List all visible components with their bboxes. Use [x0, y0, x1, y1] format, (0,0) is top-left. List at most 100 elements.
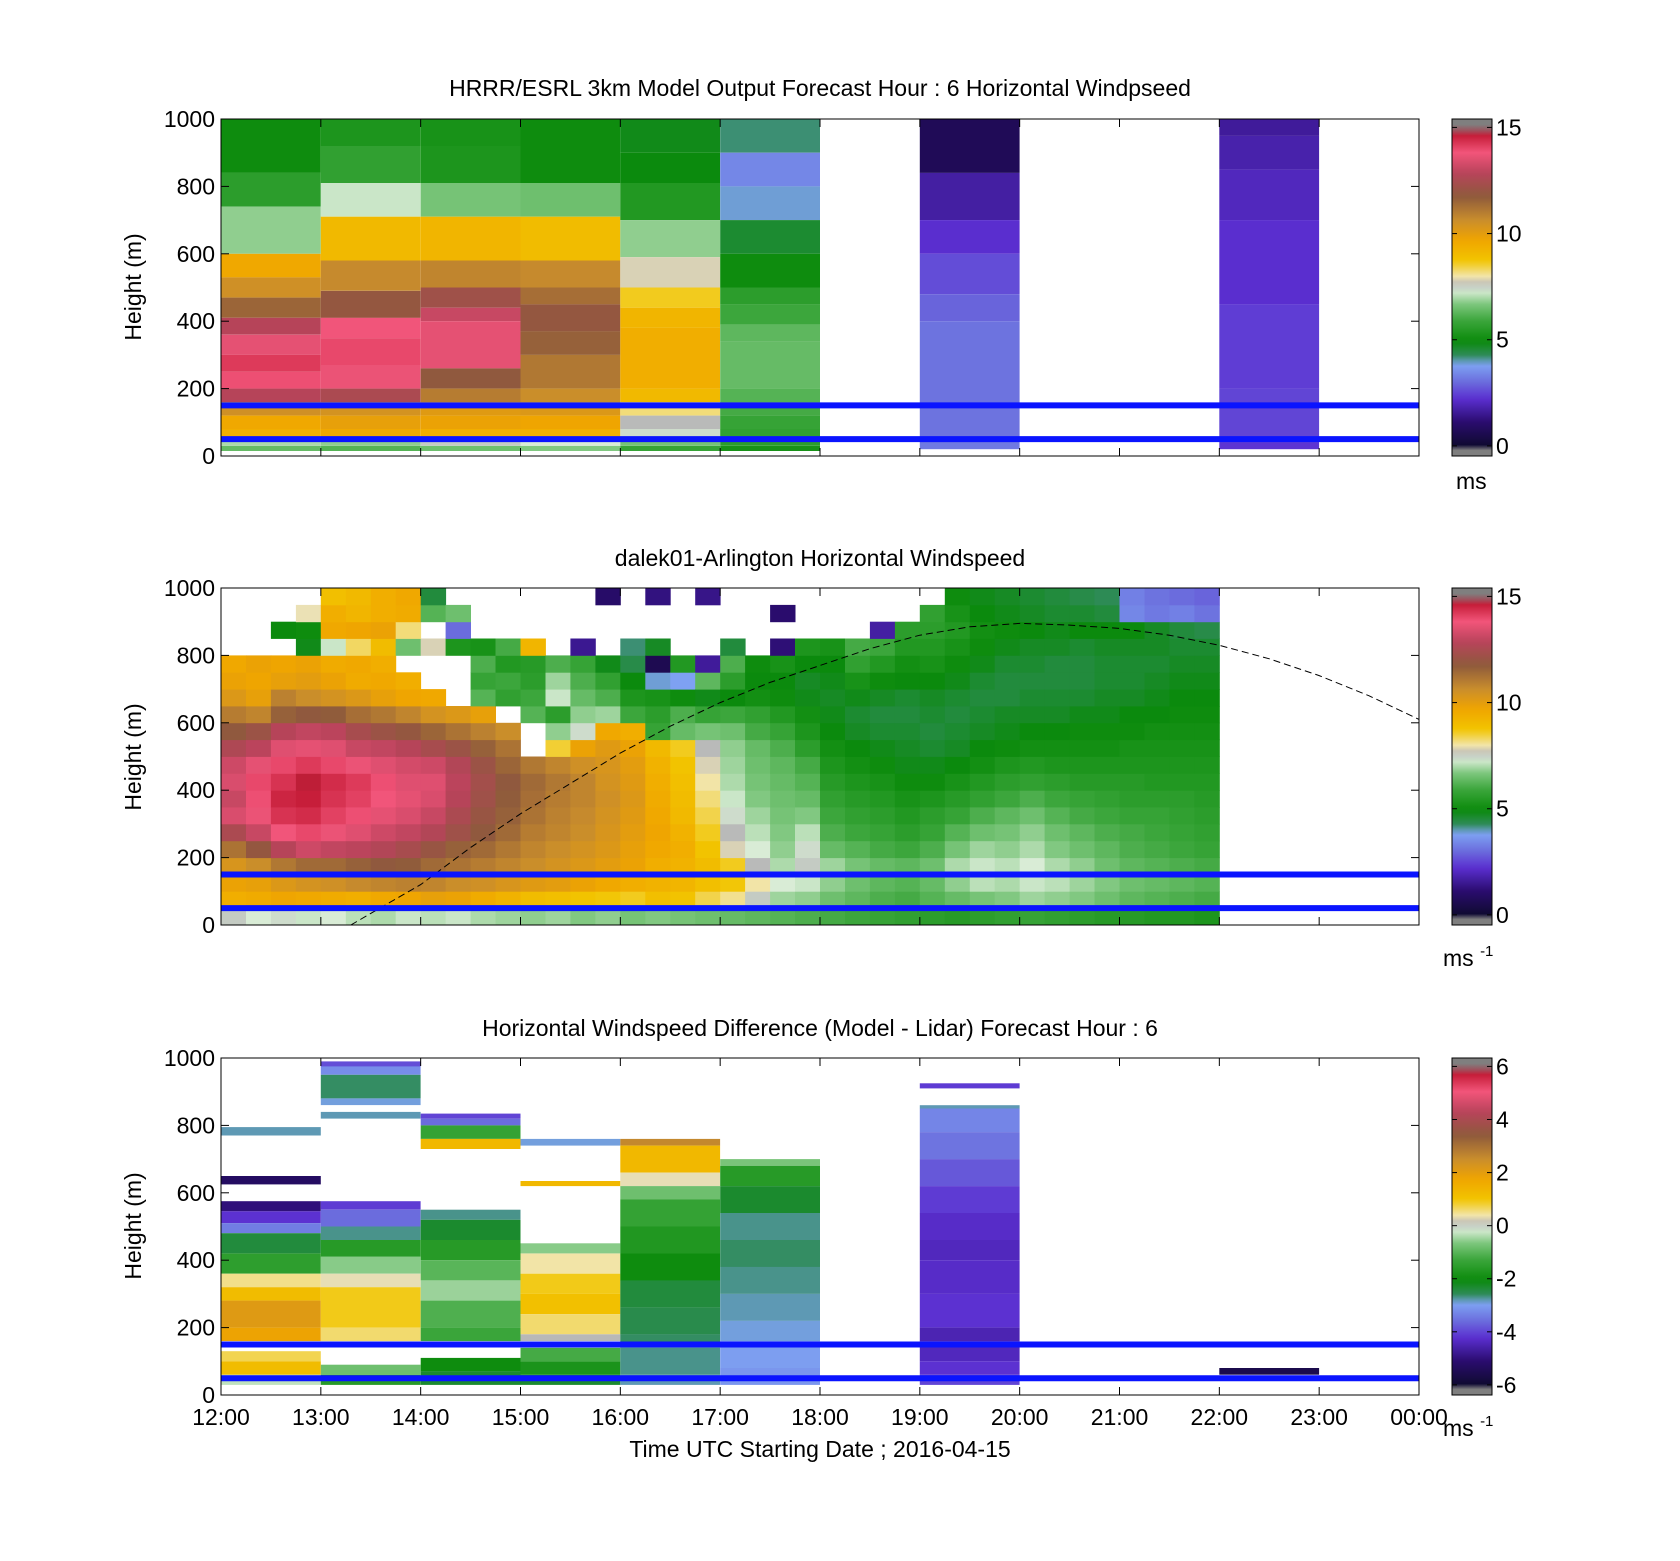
heatmap-cell: [1169, 588, 1195, 606]
heatmap-cell: [520, 672, 546, 690]
heatmap-cell: [1144, 604, 1170, 623]
heatmap-cell: [820, 756, 846, 774]
heatmap-cell: [320, 1066, 421, 1075]
heatmap-cell: [520, 655, 546, 673]
heatmap-cell: [570, 857, 596, 875]
heatmap-cell: [1069, 722, 1095, 741]
heatmap-cell: [370, 655, 397, 673]
heatmap-cell: [1144, 621, 1170, 639]
heatmap-cell: [720, 891, 746, 909]
heatmap-cell: [1019, 588, 1046, 606]
y-tick-label: 400: [177, 777, 215, 803]
heatmap-cell: [420, 1209, 521, 1220]
heatmap-cell: [645, 689, 671, 707]
heatmap-cell: [320, 1201, 421, 1210]
heatmap-cell: [969, 807, 996, 825]
heatmap-cell: [720, 1165, 820, 1186]
heatmap-cell: [370, 604, 397, 623]
heatmap-cell: [1144, 823, 1170, 842]
heatmap-cell: [1169, 807, 1195, 825]
heatmap-cell: [820, 807, 846, 825]
heatmap-cell: [720, 874, 746, 892]
heatmap-cell: [495, 857, 521, 875]
heatmap-cell: [620, 908, 646, 925]
heatmap-cell: [1069, 739, 1095, 757]
heatmap-cell: [345, 857, 372, 875]
heatmap-cell: [295, 840, 322, 859]
heatmap-cell: [320, 621, 347, 639]
heatmap-cell: [495, 655, 521, 673]
y-tick-label: 400: [177, 1247, 215, 1273]
colorbar: 0 5 10 15: [1451, 114, 1522, 459]
heatmap-cell: [221, 840, 247, 859]
heatmap-cell: [720, 739, 746, 757]
heatmap-cell: [270, 874, 297, 892]
heatmap-cell: [869, 840, 896, 859]
heatmap-cell: [420, 388, 521, 403]
heatmap-cell: [620, 706, 646, 724]
heatmap-cell: [420, 891, 447, 909]
heatmap-cell: [570, 722, 596, 741]
heatmap-cell: [720, 807, 746, 825]
heatmap-cell: [1019, 857, 1046, 875]
heatmap-cell: [246, 790, 272, 808]
heatmap-cell: [345, 706, 372, 724]
heatmap-cell: [595, 588, 621, 606]
heatmap-cell: [221, 1233, 321, 1254]
heatmap-cell: [645, 672, 671, 690]
heatmap-cell: [969, 773, 996, 791]
heatmap-cell: [445, 604, 471, 623]
heatmap-cell: [720, 1213, 820, 1240]
heatmap-cell: [295, 621, 322, 639]
heatmap-cell: [820, 891, 846, 909]
heatmap-cell: [1069, 638, 1095, 656]
x-axis: 12:00 13:00 14:00 15:00 16:00 17:00 18:00 19:00…: [192, 1058, 1448, 1430]
heatmap-cell: [246, 840, 272, 859]
heatmap-cell: [1169, 689, 1195, 707]
colorbar-tick-label: 4: [1496, 1107, 1509, 1133]
heatmap-cell: [1119, 706, 1145, 724]
heatmap-cell: [1019, 739, 1046, 757]
heatmap-cell: [620, 1253, 721, 1281]
heatmap-cell: [1144, 756, 1170, 774]
heatmap-cell: [869, 739, 896, 757]
heatmap-cell: [1044, 874, 1070, 892]
heatmap-cell: [520, 1361, 621, 1375]
heatmap-cell: [745, 739, 771, 757]
heatmap-cell: [295, 689, 322, 707]
heatmap-cell: [944, 739, 971, 757]
x-axis: [220, 588, 1420, 925]
heatmap-cell: [295, 638, 322, 656]
heatmap-cell: [545, 689, 571, 707]
heatmap-cell: [1069, 874, 1095, 892]
heatmap-cell: [919, 840, 946, 859]
heatmap-cell: [645, 739, 671, 757]
heatmap-cell: [745, 807, 771, 825]
heatmap-cell: [345, 604, 372, 623]
heatmap-cell: [969, 621, 996, 639]
heatmap-cell: [620, 307, 721, 328]
heatmap-cell: [520, 445, 621, 451]
heatmap-cell: [795, 739, 821, 757]
heatmap-cell: [520, 1181, 621, 1187]
colorbar-tick-label: 0: [1496, 902, 1509, 928]
heatmap-cell: [420, 439, 521, 446]
heatmap-cell: [620, 840, 646, 859]
heatmap-cell: [919, 790, 946, 808]
heatmap-cell: [595, 807, 621, 825]
heatmap-cell: [520, 908, 546, 925]
heatmap-cell: [670, 722, 696, 741]
heatmap-cell: [520, 388, 621, 403]
heatmap-cell: [919, 1213, 1020, 1240]
heatmap-cell: [645, 840, 671, 859]
heatmap-cell: [894, 672, 921, 690]
heatmap-cell: [845, 840, 871, 859]
heatmap-cell: [320, 1098, 421, 1106]
heatmap-cell: [1169, 874, 1195, 892]
heatmap-cell: [570, 891, 596, 909]
heatmap-cell: [221, 1273, 321, 1288]
heatmap-cell: [944, 840, 971, 859]
heatmap-cell: [270, 672, 297, 690]
heatmap-cell: [845, 638, 871, 656]
heatmap-cell: [320, 1287, 421, 1328]
